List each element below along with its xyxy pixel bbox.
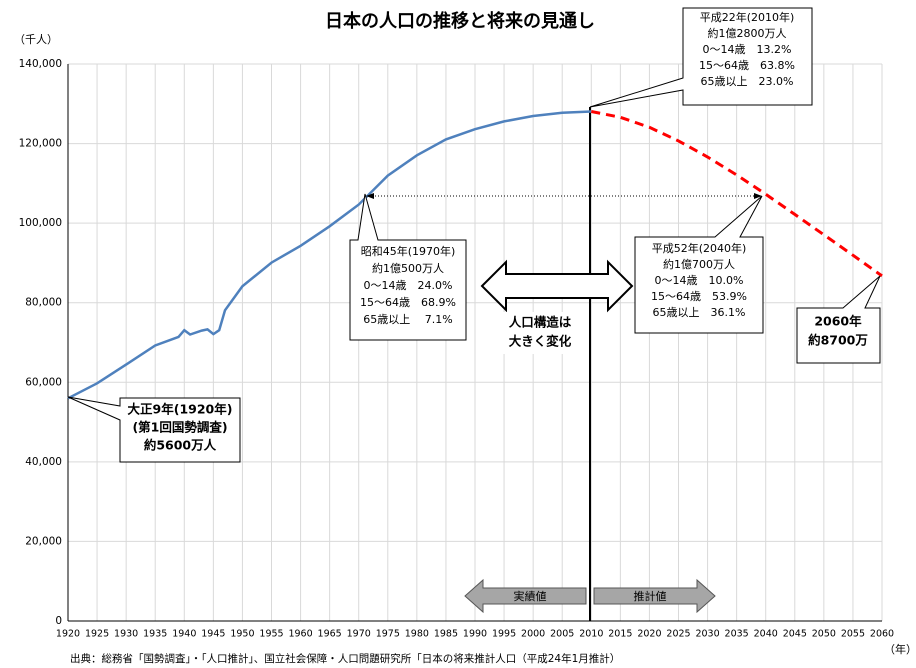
x-tick-label: 2040	[754, 629, 778, 640]
annotation-line: 15～64歳 68.9%	[360, 296, 456, 309]
annotation-line: 約1億500万人	[372, 261, 444, 275]
x-tick-label: 2060	[870, 629, 894, 640]
x-tick-label: 1995	[492, 629, 516, 640]
x-tick-label: 2055	[841, 629, 865, 640]
x-tick-label: 1935	[143, 629, 167, 640]
chart-title: 日本の人口の推移と将来の見通し	[325, 10, 595, 32]
annotation-line: 約5600万人	[144, 438, 217, 453]
x-tick-label: 2020	[637, 629, 661, 640]
annotation-line: 2060年	[814, 314, 862, 329]
series-line	[67, 110, 592, 400]
series-name: 推計値	[634, 589, 667, 603]
actual-arrow	[464, 578, 587, 614]
grid	[67, 63, 883, 622]
annotations: 平成22年(2010年) 約1億2800万人 0～14歳 13.2% 15～64歳 6…	[128, 10, 868, 453]
x-tick-label: 1980	[405, 629, 429, 640]
annotation-line: 0～14歳 10.0%	[655, 274, 744, 287]
annotation-line: 大正9年(1920年)	[128, 402, 233, 417]
annotation-line: 平成52年(2040年)	[652, 241, 747, 255]
annotation-line: 大きく変化	[509, 334, 572, 349]
annotation-line: 人口構造は	[509, 315, 572, 330]
annotation-line: 約1億2800万人	[708, 26, 787, 40]
annotation-line: 65歳以上 23.0%	[701, 75, 794, 88]
x-tick-label: 1955	[259, 629, 283, 640]
source: 出典：総務省「国勢調査」・「人口推計」、国立社会保障・人口問題研究所「日本の将来…	[70, 652, 620, 665]
annotation-line: 0～14歳 24.0%	[364, 279, 453, 292]
x-tick-label: 1950	[230, 629, 254, 640]
x-tick-label: 2025	[666, 629, 690, 640]
x-tick-label: 1920	[56, 629, 80, 640]
x-tick-label: 2045	[783, 629, 807, 640]
annotation-line: 65歳以上 7.1%	[363, 313, 452, 326]
annotation-line: 15～64歳 63.8%	[699, 59, 795, 72]
x-tick-label: 2005	[550, 629, 574, 640]
x-tick-label: 1970	[347, 629, 371, 640]
y-tick-label: 20,000	[25, 535, 62, 547]
x-tick-label: 1960	[288, 629, 312, 640]
annotation-line: 15～64歳 53.9%	[651, 290, 747, 303]
x-tick-label: 2000	[521, 629, 545, 640]
callout	[589, 7, 813, 108]
y-tick-label: 80,000	[25, 297, 62, 309]
callout	[634, 195, 764, 334]
x-axis-label: （年）	[884, 642, 916, 656]
annotation-line: 昭和45年(1970年)	[361, 244, 456, 258]
x-tick-label: 2015	[608, 629, 632, 640]
y-tick-label: 60,000	[25, 376, 62, 388]
y-tick-label: 40,000	[25, 456, 62, 468]
y-tick-label: 120,000	[19, 138, 62, 150]
x-tick-label: 1925	[85, 629, 109, 640]
x-tick-label: 1990	[463, 629, 487, 640]
change-arrow	[480, 259, 634, 313]
callout	[349, 193, 467, 341]
annotation-line: 0～14歳 13.2%	[703, 43, 792, 56]
x-tick-label: 1985	[434, 629, 458, 640]
callout	[67, 396, 241, 463]
y-tick-label: 0	[55, 615, 62, 627]
x-tick-label: 2030	[695, 629, 719, 640]
annotation-line: 平成22年(2010年)	[700, 10, 795, 24]
x-tick-label: 2010	[579, 629, 603, 640]
annotation-line: 65歳以上 36.1%	[653, 306, 746, 319]
y-tick-label: 100,000	[19, 217, 62, 229]
series-line	[591, 110, 883, 278]
y-tick-label: 140,000	[19, 58, 62, 70]
y-axis-label: （千人）	[14, 33, 58, 46]
annotation-line: (第1回国勢調査)	[132, 420, 227, 435]
callout	[796, 275, 881, 364]
x-tick-label: 2035	[725, 629, 749, 640]
lines	[67, 110, 883, 400]
series-name: 実績値	[514, 589, 547, 603]
x-tick-label: 2050	[812, 629, 836, 640]
x-tick-label: 1975	[376, 629, 400, 640]
x-tick-label: 1930	[114, 629, 138, 640]
change-bg	[500, 312, 580, 354]
annotation-line: 約8700万	[808, 333, 868, 348]
x-tick-label: 1940	[172, 629, 196, 640]
x-tick-label: 1965	[318, 629, 342, 640]
annotation-line: 約1億700万人	[663, 257, 735, 271]
projection-arrow	[593, 578, 716, 614]
x-tick-label: 1945	[201, 629, 225, 640]
